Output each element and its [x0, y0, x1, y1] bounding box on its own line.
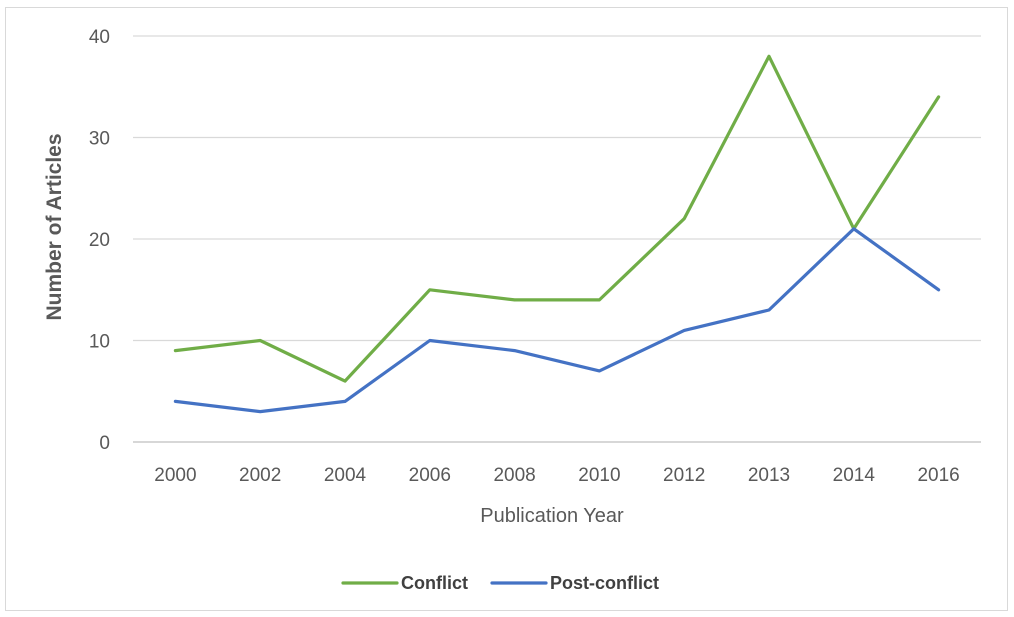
x-tick-label: 2008: [493, 465, 535, 486]
legend: Conflict Post-conflict: [341, 573, 659, 593]
x-tick-label: 2000: [154, 465, 196, 486]
y-tick-label: 10: [89, 332, 110, 353]
x-tick-label: 2002: [239, 465, 281, 486]
legend-label: Post-conflict: [550, 573, 659, 593]
x-axis-title: Publication Year: [480, 505, 624, 527]
legend-label: Conflict: [401, 573, 468, 593]
x-tick-label: 2016: [917, 465, 959, 486]
y-axis-title: Number of Articles: [43, 133, 66, 320]
y-tick-label: 20: [89, 230, 110, 251]
y-tick-label: 30: [89, 129, 110, 150]
y-axis-ticks: 0 10 20 30 40: [89, 27, 110, 454]
y-tick-label: 40: [89, 27, 110, 48]
x-tick-label: 2006: [409, 465, 451, 486]
series-lines: [173, 54, 941, 414]
series-line-conflict: [173, 54, 941, 383]
chart-frame: [5, 7, 1008, 611]
x-tick-label: 2014: [833, 465, 876, 486]
x-tick-label: 2013: [748, 465, 790, 486]
x-tick-label: 2010: [578, 465, 620, 486]
x-axis-ticks: 2000 2002 2004 2006 2008 2010 2012 2013 2014 2016: [154, 465, 959, 486]
series-line-post-conflict: [173, 227, 941, 414]
y-tick-label: 0: [99, 433, 110, 454]
x-tick-label: 2012: [663, 465, 705, 486]
x-tick-label: 2004: [324, 465, 367, 486]
gridlines: [133, 35, 981, 443]
